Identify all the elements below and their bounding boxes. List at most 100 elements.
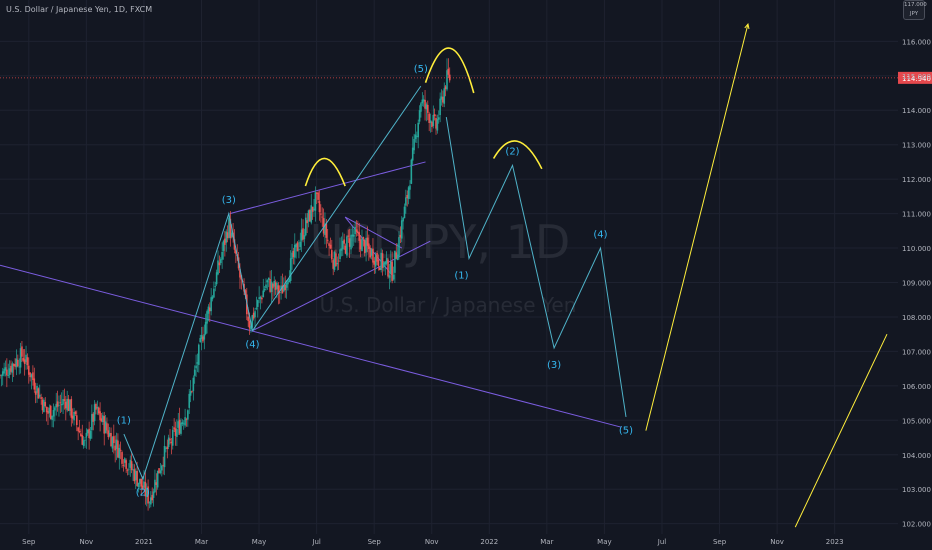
- candle-body: [14, 363, 16, 367]
- candle-body: [277, 285, 280, 294]
- candle-body: [33, 378, 36, 390]
- candle-body: [189, 391, 192, 396]
- candle-body: [159, 470, 162, 473]
- chart-watermark: USDJPY, 1D U.S. Dollar / Japanese Yen: [310, 215, 577, 317]
- candle-body: [108, 432, 111, 437]
- candle-body: [217, 260, 219, 275]
- candle-body: [331, 250, 333, 260]
- candle-body: [295, 243, 297, 248]
- candle-body: [136, 471, 138, 486]
- wave-label: (2): [136, 488, 150, 499]
- candle-body: [32, 372, 34, 381]
- candle-body: [292, 250, 295, 258]
- candle-body: [368, 243, 370, 250]
- y-tick-label: 103.000: [902, 486, 931, 494]
- candle-body: [191, 391, 193, 393]
- candle-body: [369, 248, 372, 258]
- candle-body: [381, 253, 384, 268]
- currency-badge[interactable]: 117.000 JPY: [903, 0, 927, 20]
- candle-body: [93, 404, 96, 422]
- candle-body: [17, 360, 19, 367]
- candle-body: [118, 447, 121, 459]
- candle-body: [230, 232, 233, 237]
- candle-body: [167, 437, 170, 447]
- y-tick-label: 102.000: [902, 521, 931, 529]
- candle-body: [244, 290, 247, 296]
- candle-body: [25, 354, 27, 363]
- candle-body: [23, 359, 26, 364]
- wave-line-completed: [123, 85, 422, 481]
- candle-body: [370, 249, 373, 256]
- candle-body: [267, 277, 270, 280]
- candle-body: [329, 244, 332, 249]
- candle-body: [203, 334, 206, 340]
- candle-body: [145, 487, 148, 497]
- trend-line: [252, 240, 431, 332]
- candle-body: [169, 438, 171, 441]
- candle-body: [48, 407, 51, 414]
- wave-label: (5): [414, 64, 428, 75]
- x-tick-label: May: [597, 538, 611, 546]
- candle-body: [322, 218, 325, 234]
- candle-body: [422, 99, 425, 102]
- currency-badge-top: 117.000: [904, 2, 927, 8]
- candle-body: [270, 281, 273, 292]
- candle-body: [155, 482, 158, 485]
- candle-body: [324, 223, 326, 236]
- wave-label: (5): [619, 426, 633, 437]
- candle-body: [40, 397, 42, 399]
- candle-body: [71, 415, 74, 419]
- trend-line: [229, 161, 426, 215]
- candle-body: [37, 388, 40, 399]
- candle-body: [102, 415, 104, 423]
- x-tick-label: Sep: [368, 538, 382, 546]
- candle-body: [318, 201, 321, 213]
- wave-label: (2): [505, 147, 519, 158]
- candle-body: [363, 240, 366, 254]
- watermark-name: U.S. Dollar / Japanese Yen: [320, 293, 577, 317]
- y-tick-label: 105.000: [902, 417, 931, 425]
- candle-body: [140, 478, 143, 487]
- candle-body: [78, 430, 81, 433]
- x-tick-label: Sep: [22, 538, 36, 546]
- candle-body: [52, 410, 55, 417]
- candle-body: [80, 433, 82, 437]
- candle-body: [222, 240, 225, 251]
- candle-body: [339, 249, 341, 260]
- candle-body: [433, 114, 436, 117]
- candle-body: [174, 428, 177, 436]
- candle-body: [311, 206, 314, 212]
- x-tick-label: Nov: [425, 538, 439, 546]
- candle-body: [274, 282, 277, 290]
- candle-body: [374, 255, 377, 267]
- candle-body: [125, 460, 127, 469]
- candle-body: [340, 248, 343, 251]
- x-tick-label: Nov: [80, 538, 94, 546]
- candle-body: [59, 402, 62, 404]
- candle-body: [104, 421, 107, 433]
- candle-body: [163, 445, 166, 468]
- candle-body: [443, 88, 446, 104]
- candle-body: [337, 260, 340, 262]
- candle-body: [22, 358, 25, 361]
- candle-body: [115, 439, 118, 450]
- candle-body: [228, 217, 230, 238]
- candle-body: [261, 297, 263, 300]
- candle-body: [195, 365, 197, 369]
- candle-body: [320, 213, 322, 215]
- candle-body: [383, 262, 385, 268]
- candle-body: [199, 338, 201, 343]
- candle-body: [67, 398, 70, 411]
- candle-body: [111, 437, 114, 449]
- arc: [424, 47, 475, 94]
- x-tick-label: Mar: [195, 538, 208, 546]
- candle-body: [18, 366, 20, 368]
- candle-body: [313, 208, 315, 211]
- candle-body: [417, 122, 419, 138]
- candle-body: [269, 278, 271, 292]
- candle-body: [276, 282, 278, 290]
- x-tick-label: 2022: [480, 538, 498, 546]
- candle-body: [204, 321, 207, 335]
